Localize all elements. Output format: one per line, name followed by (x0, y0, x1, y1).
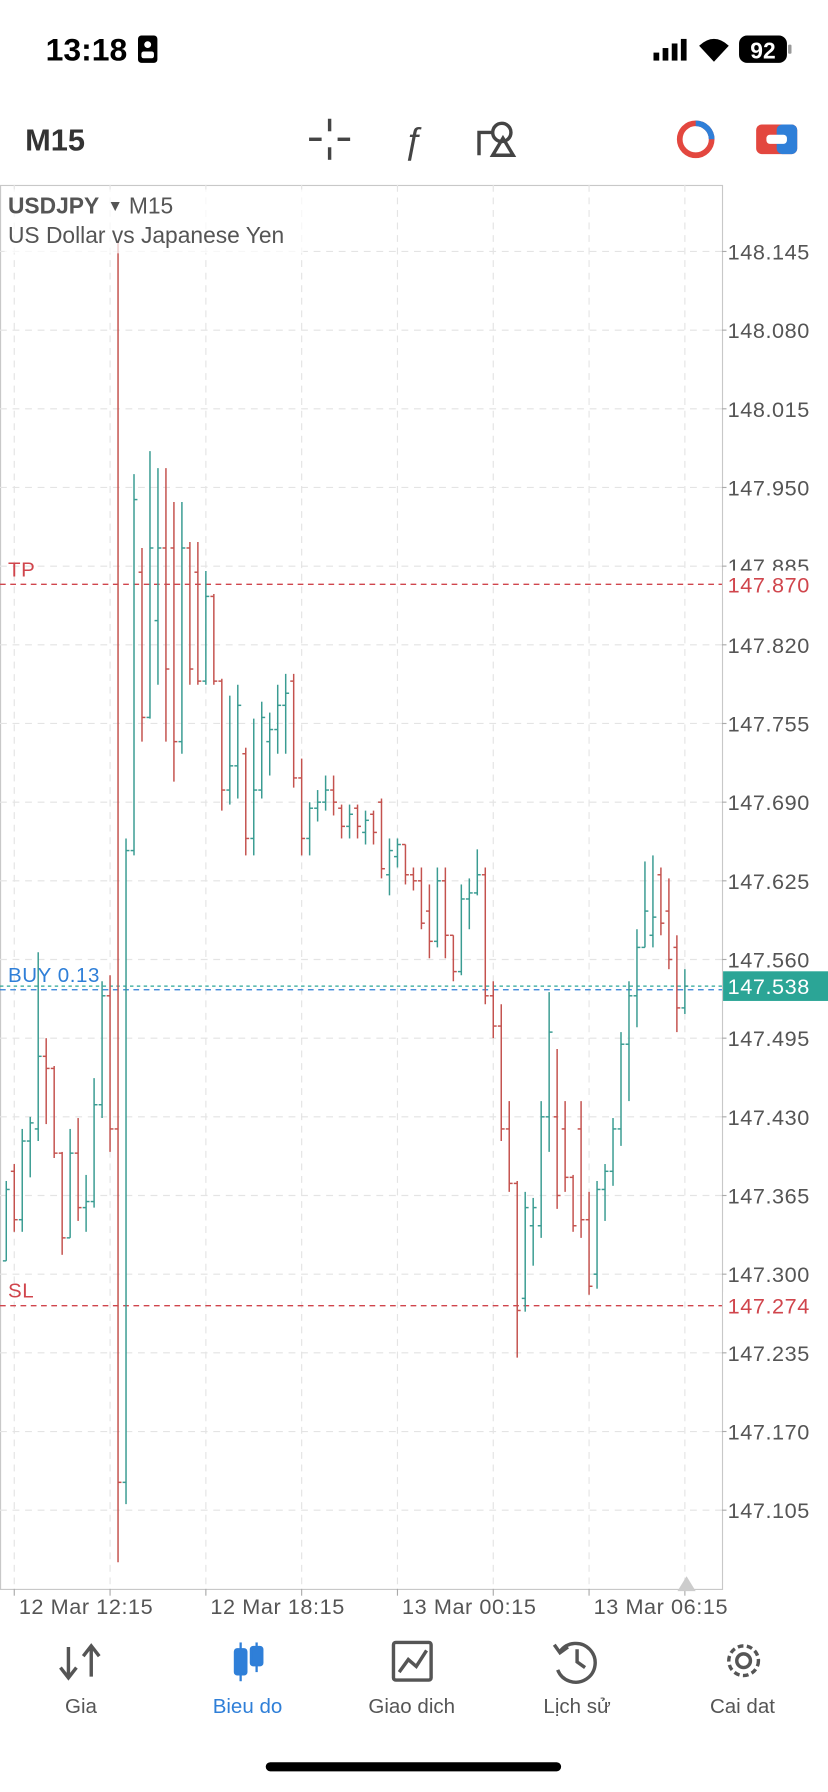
x-tick-label: 13 Mar 06:15 (594, 1594, 728, 1619)
legend-bg (4, 189, 304, 254)
level-value: 147.870 (728, 572, 810, 597)
y-tick-label: 147.755 (728, 711, 810, 736)
nav-icon-chart (233, 1642, 264, 1682)
y-tick-label: 147.105 (728, 1498, 810, 1523)
y-tick-label: 147.495 (728, 1026, 810, 1051)
y-tick-label: 148.080 (728, 318, 810, 343)
status-icon (138, 35, 158, 63)
level-label: TP (8, 558, 35, 581)
nav-label[interactable]: Giao dich (368, 1695, 455, 1718)
objects-button[interactable] (477, 121, 517, 157)
chart-timeframe: M15 (129, 192, 173, 218)
bottom-nav: Gia Bieu do Giao dich Lịch sử Cai dat (59, 1640, 775, 1718)
bars (2, 240, 689, 1563)
x-tick-label: 13 Mar 00:15 (402, 1594, 536, 1619)
chart-frame (0, 184, 724, 1590)
level-label: BUY 0.13 (8, 964, 100, 987)
level-label: SL (8, 1280, 34, 1303)
y-tick-label: 147.625 (728, 869, 810, 894)
trade-button[interactable] (676, 120, 715, 159)
y-tick-label: 147.170 (728, 1419, 810, 1444)
battery-icon (739, 35, 787, 63)
nav-icon-quotes (59, 1643, 101, 1681)
level-tag-bg (723, 1291, 828, 1320)
symbol-dropdown[interactable] (110, 202, 120, 212)
nav-label[interactable]: Cai dat (710, 1695, 775, 1718)
level-value: 147.274 (728, 1294, 810, 1319)
level-tag-bg (723, 570, 828, 598)
battery-tip (788, 44, 792, 54)
timeframe-button[interactable]: M15 (25, 123, 85, 158)
battery-level: 92 (750, 37, 775, 63)
indicators-button[interactable]: ƒ (403, 120, 423, 162)
scroll-marker[interactable] (677, 1576, 696, 1592)
y-tick-label: 147.950 (728, 475, 810, 500)
y-tick-label: 147.300 (728, 1262, 810, 1287)
levels: TP SL BUY 0.13 (0, 558, 722, 1307)
nav-icon-settings (727, 1644, 761, 1678)
price-value: 147.538 (728, 974, 810, 999)
y-tick-label: 147.560 (728, 947, 810, 972)
x-tick-label: 12 Mar 18:15 (210, 1594, 344, 1619)
nav-label[interactable]: Lịch sử (543, 1695, 611, 1718)
nav-icon-trade (391, 1640, 433, 1682)
y-tick-label: 147.430 (728, 1105, 810, 1130)
y-tick-label: 148.145 (728, 239, 810, 264)
y-tick-label: 148.015 (728, 397, 810, 422)
symbol-description: US Dollar vs Japanese Yen (8, 222, 284, 248)
x-tick-label: 12 Mar 12:15 (19, 1594, 153, 1619)
y-tick-label: 147.365 (728, 1183, 810, 1208)
home-indicator (265, 1762, 562, 1772)
nav-label[interactable]: Gia (65, 1695, 98, 1718)
grid (0, 184, 722, 1589)
nav-icon-history (552, 1641, 597, 1684)
y-tick-label: 147.235 (728, 1341, 810, 1366)
wifi-icon (699, 38, 729, 62)
symbol[interactable]: USDJPY (8, 192, 99, 218)
status-time: 13:18 (46, 32, 128, 68)
nav-label[interactable]: Bieu do (213, 1695, 283, 1718)
oneclick-button[interactable] (756, 124, 798, 155)
y-tick-label: 147.820 (728, 633, 810, 658)
crosshair-button[interactable] (309, 118, 351, 160)
signal-icon (653, 38, 687, 61)
price-axis: 148.145148.080148.015147.950147.885147.8… (13, 239, 828, 1619)
y-tick-label: 147.690 (728, 790, 810, 815)
price-tag (723, 971, 828, 1001)
